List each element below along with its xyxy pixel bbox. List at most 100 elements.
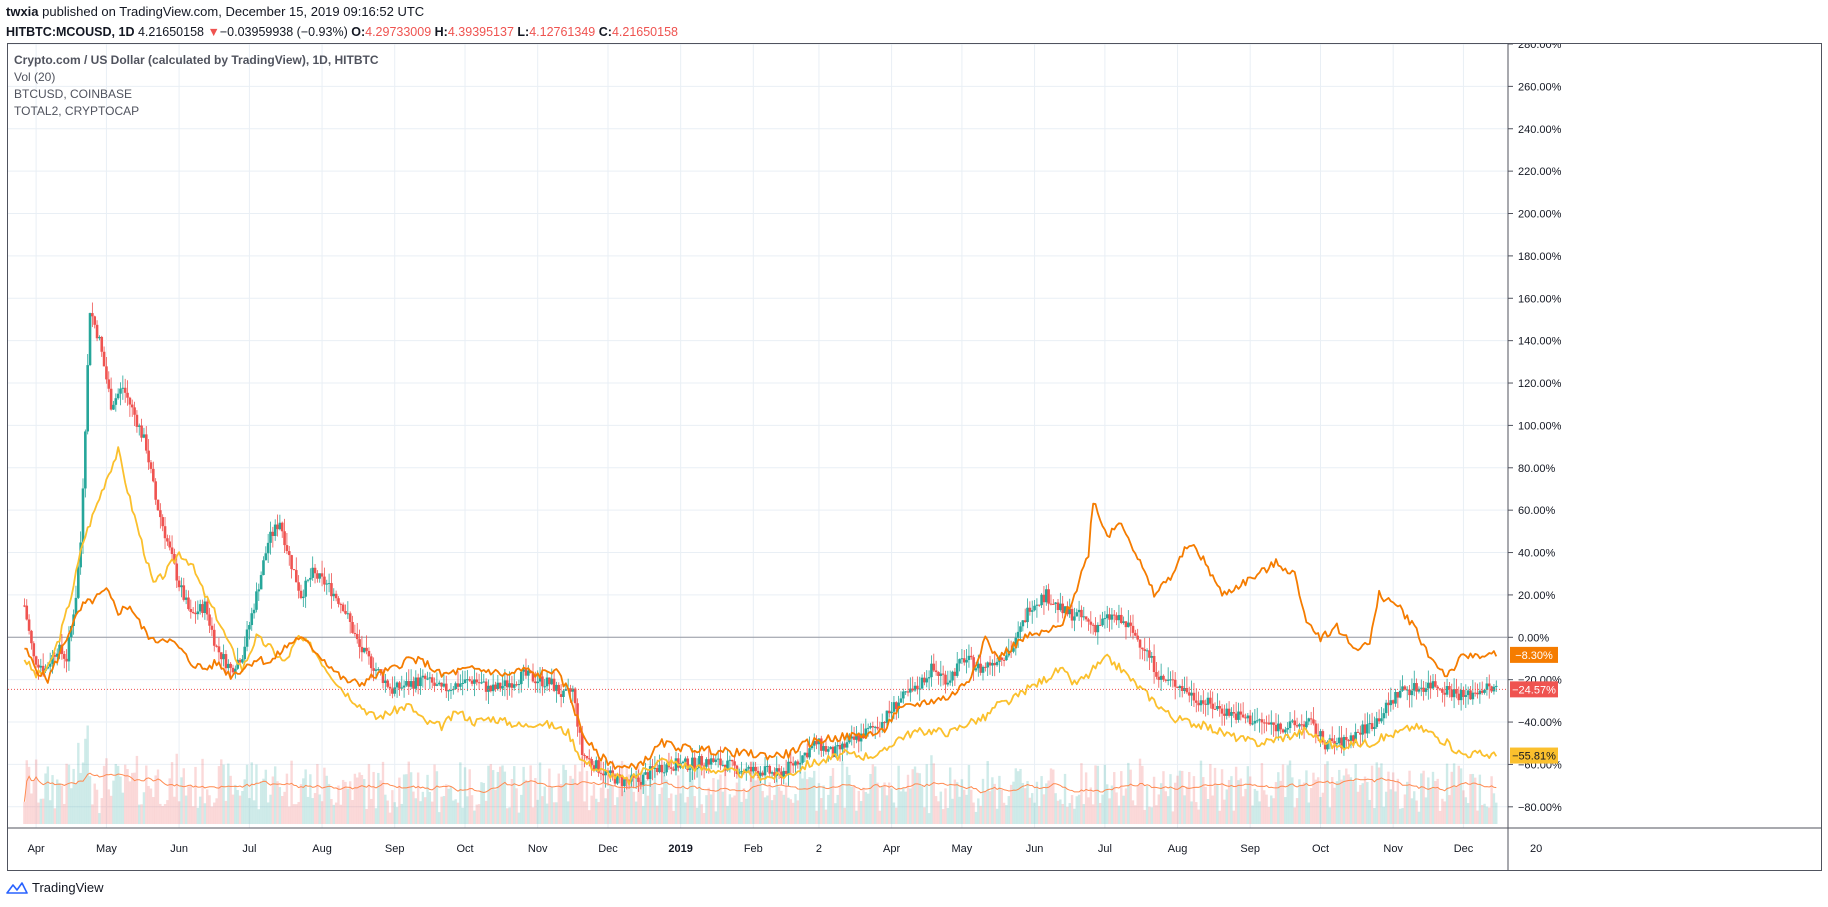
last-value-tag[interactable] (1510, 681, 1558, 698)
candle-body (1223, 713, 1226, 716)
legend-total2[interactable]: TOTAL2, CRYPTOCAP (14, 104, 140, 118)
candle-body (876, 726, 879, 729)
candle-body (147, 450, 150, 463)
volume-bar (126, 769, 129, 824)
legend-volume[interactable]: Vol (20) (14, 70, 56, 84)
volume-bar (1452, 763, 1456, 824)
candle-body (1267, 722, 1271, 725)
candle-body (894, 702, 898, 710)
volume-bar (1192, 776, 1196, 824)
candle-body (320, 573, 324, 577)
candle-body (1253, 720, 1257, 724)
volume-bar (318, 794, 321, 824)
candle-body (911, 688, 914, 691)
candle-body (1424, 688, 1428, 692)
volume-bar (93, 783, 96, 824)
chart-canvas[interactable]: 280.00%260.00%240.00%220.00%200.00%180.0… (8, 44, 1822, 871)
volume-bar (1042, 794, 1046, 824)
volume-bar (121, 792, 125, 824)
candle-body (1176, 686, 1179, 688)
candle-body (995, 661, 999, 666)
candle-body (557, 684, 561, 695)
volume-bar (1492, 793, 1496, 824)
x-tick-label: Dec (598, 843, 618, 855)
volume-bar (292, 804, 296, 824)
candle-body (1194, 700, 1198, 703)
volume-bar (381, 761, 385, 824)
volume-bar (405, 774, 408, 824)
volume-bar (543, 786, 546, 824)
candle-body (191, 611, 195, 613)
volume-bar (23, 801, 26, 824)
volume-bar (695, 807, 699, 824)
candle-body (700, 756, 704, 766)
candle-body (988, 662, 992, 666)
candle-body (287, 551, 291, 556)
volume-bar (1352, 781, 1355, 824)
candle-body (484, 681, 488, 692)
volume-bar (1485, 806, 1489, 824)
volume-bar (548, 768, 551, 824)
candle-body (1307, 718, 1311, 722)
candle-body (759, 772, 762, 777)
last-value-tag[interactable] (1510, 747, 1558, 764)
candle-body (37, 664, 40, 668)
candle-body (205, 601, 209, 615)
candle-body (53, 655, 57, 657)
candle-body (639, 781, 643, 785)
volume-bar (810, 777, 814, 824)
close-label: C: (598, 25, 612, 39)
volume-bar (1237, 780, 1240, 824)
candle-body (423, 675, 427, 679)
volume-bar (1150, 807, 1153, 824)
volume-bar (1342, 775, 1346, 824)
volume-bar (794, 794, 797, 824)
candle-body (426, 678, 429, 680)
candle-body (789, 761, 793, 764)
volume-bar (1183, 795, 1186, 824)
volume-bar (1157, 794, 1160, 824)
candle-body (744, 768, 748, 773)
legend-main-series[interactable]: Crypto.com / US Dollar (calculated by Tr… (14, 53, 379, 67)
volume-bar (30, 793, 33, 824)
candle-body (156, 499, 160, 511)
candle-body (519, 671, 523, 685)
volume-bar (559, 783, 563, 824)
volume-bar (1443, 801, 1446, 824)
candle-body (836, 744, 839, 747)
volume-bar (869, 773, 872, 824)
chart-pane[interactable]: 280.00% 260.00% 240.00% 220.00% 200.00% 180.0… (7, 43, 1822, 871)
volume-bar (1457, 765, 1460, 824)
candle-body (140, 425, 143, 438)
volume-bar (1464, 797, 1468, 824)
author-name[interactable]: twxia (6, 4, 39, 19)
legend-btcusd[interactable]: BTCUSD, COINBASE (14, 87, 133, 101)
last-value-tag[interactable] (1510, 646, 1558, 663)
volume-bar (358, 772, 361, 824)
candle-body (559, 694, 563, 697)
candle-body (1246, 715, 1250, 719)
candle-body (1361, 724, 1364, 735)
volume-bar (297, 802, 300, 824)
close-value: 4.21650158 (611, 25, 678, 39)
volume-bar (175, 753, 178, 824)
volume-bar (576, 783, 579, 824)
volume-bar (133, 772, 136, 824)
volume-bar (916, 772, 919, 824)
candle-body (1319, 731, 1322, 737)
volume-bar (609, 784, 612, 824)
candle-body (728, 759, 732, 761)
candle-body (405, 681, 408, 686)
candle-body (297, 582, 300, 591)
candle-body (412, 681, 415, 689)
volume-bar (161, 805, 164, 824)
volume-bar (515, 788, 518, 824)
volume-bar (1307, 802, 1310, 824)
candle-body (1288, 721, 1292, 729)
volume-bar (1340, 779, 1343, 824)
volume-bar (883, 782, 886, 824)
candle-body (154, 481, 157, 500)
candle-body (1415, 683, 1418, 692)
tradingview-logo[interactable]: TradingView (6, 880, 104, 895)
volume-bar (564, 769, 568, 824)
